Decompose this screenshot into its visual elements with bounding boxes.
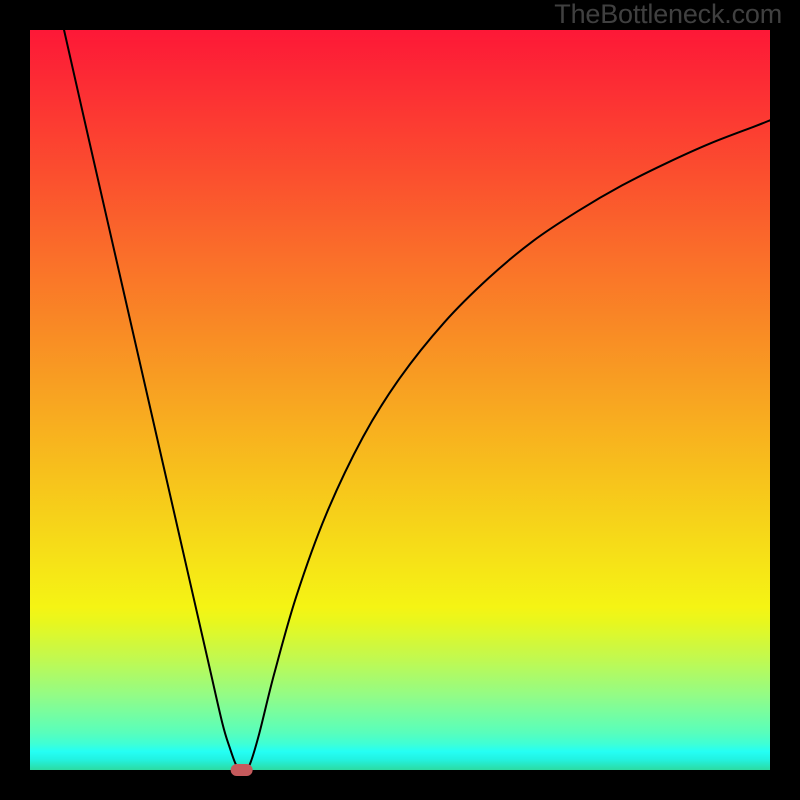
- chart-frame: TheBottleneck.com: [0, 0, 800, 800]
- watermark-text: TheBottleneck.com: [554, 0, 782, 30]
- plot-background: [30, 30, 770, 770]
- optimal-point-marker: [231, 764, 253, 776]
- bottleneck-chart-svg: [0, 0, 800, 800]
